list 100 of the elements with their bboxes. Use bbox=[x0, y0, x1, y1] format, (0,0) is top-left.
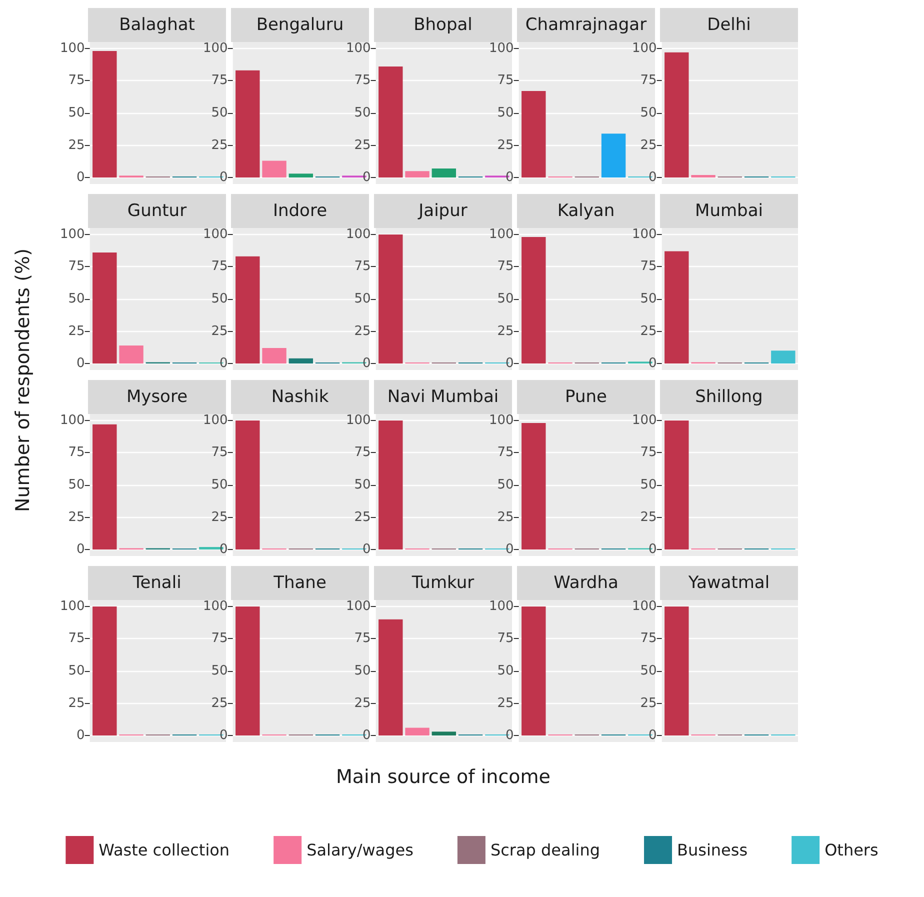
bar bbox=[664, 52, 689, 178]
bar bbox=[601, 134, 626, 178]
y-tick-label: 0 bbox=[362, 728, 371, 744]
legend-label: Scrap dealing bbox=[490, 840, 600, 860]
y-tick-label: 50 bbox=[211, 664, 228, 678]
y-tick-label: 0 bbox=[506, 356, 514, 372]
y-tick-label: 25 bbox=[640, 696, 657, 711]
y-tick-label: 25 bbox=[640, 510, 657, 525]
y-tick-label: 100 bbox=[60, 598, 85, 614]
bar bbox=[432, 168, 456, 178]
y-tick-label: 75 bbox=[211, 73, 228, 88]
y-tick-label: 100 bbox=[202, 412, 228, 428]
y-tick-label: 75 bbox=[497, 259, 514, 274]
bar bbox=[378, 66, 403, 178]
y-tick-label: 100 bbox=[488, 598, 514, 614]
y-tick-label: 100 bbox=[346, 598, 371, 614]
y-tick-label: 75 bbox=[354, 73, 371, 88]
chart-title: Guntur bbox=[88, 194, 226, 228]
y-tick-label: 0 bbox=[220, 170, 228, 186]
y-tick-label: 75 bbox=[354, 631, 371, 646]
y-tick-label: 75 bbox=[211, 259, 228, 274]
y-tick-label: 75 bbox=[68, 73, 85, 88]
chart-title: Tenali bbox=[88, 566, 226, 600]
y-tick-label: 25 bbox=[497, 510, 514, 525]
y-tick-label: 0 bbox=[76, 170, 85, 186]
y-tick-label: 50 bbox=[68, 106, 85, 120]
y-tick-label: 0 bbox=[220, 542, 228, 558]
y-tick-label: 50 bbox=[497, 664, 514, 678]
y-tick-label: 50 bbox=[640, 292, 657, 306]
y-tick-label: 25 bbox=[211, 696, 228, 711]
bar bbox=[405, 171, 430, 178]
y-tick-label: 50 bbox=[68, 292, 85, 306]
bar bbox=[262, 348, 286, 364]
chart-title: Mysore bbox=[88, 380, 226, 414]
y-tick-label: 50 bbox=[354, 664, 371, 678]
y-tick-label: 0 bbox=[362, 170, 371, 186]
y-tick-label: 100 bbox=[202, 598, 228, 614]
y-tick-label: 100 bbox=[346, 226, 371, 242]
y-tick-label: 100 bbox=[488, 226, 514, 242]
y-tick-label: 25 bbox=[354, 696, 371, 711]
y-tick-label: 75 bbox=[211, 445, 228, 460]
y-tick-label: 100 bbox=[632, 40, 657, 56]
y-tick-label: 25 bbox=[68, 138, 85, 153]
y-tick-label: 50 bbox=[640, 664, 657, 678]
y-tick-label: 25 bbox=[68, 324, 85, 339]
y-tick-label: 75 bbox=[640, 631, 657, 646]
chart-title: Bhopal bbox=[374, 8, 512, 42]
y-tick-label: 50 bbox=[640, 106, 657, 120]
chart-title: Navi Mumbai bbox=[374, 380, 512, 414]
y-tick-label: 100 bbox=[346, 412, 371, 428]
y-tick-label: 50 bbox=[354, 106, 371, 120]
y-tick-label: 25 bbox=[211, 324, 228, 339]
y-tick-label: 50 bbox=[211, 478, 228, 492]
chart-title: Bengaluru bbox=[231, 8, 369, 42]
y-tick-label: 100 bbox=[202, 226, 228, 242]
y-tick-label: 0 bbox=[506, 728, 514, 744]
y-tick-label: 75 bbox=[354, 259, 371, 274]
bar bbox=[664, 251, 689, 364]
chart-title: Chamrajnagar bbox=[517, 8, 655, 42]
bar bbox=[92, 51, 117, 178]
y-tick-label: 0 bbox=[506, 170, 514, 186]
chart-title: Shillong bbox=[660, 380, 798, 414]
y-tick-label: 25 bbox=[68, 696, 85, 711]
bar bbox=[522, 423, 546, 550]
chart-title: Jaipur bbox=[374, 194, 512, 228]
legend-label: Salary/wages bbox=[306, 840, 414, 860]
y-tick-label: 75 bbox=[497, 73, 514, 88]
y-tick-label: 75 bbox=[640, 259, 657, 274]
y-tick-label: 75 bbox=[640, 445, 657, 460]
chart-title: Tumkur bbox=[374, 566, 512, 600]
y-tick-label: 25 bbox=[497, 324, 514, 339]
y-tick-label: 75 bbox=[640, 73, 657, 88]
bar bbox=[119, 345, 144, 364]
bar bbox=[432, 732, 456, 736]
chart-title: Nashik bbox=[231, 380, 369, 414]
y-tick-label: 75 bbox=[211, 631, 228, 646]
y-tick-label: 75 bbox=[497, 631, 514, 646]
y-tick-label: 100 bbox=[488, 40, 514, 56]
y-tick-label: 75 bbox=[354, 445, 371, 460]
bar bbox=[691, 174, 716, 178]
y-tick-label: 100 bbox=[632, 412, 657, 428]
bar bbox=[236, 70, 260, 178]
y-tick-label: 75 bbox=[68, 631, 85, 646]
y-tick-label: 0 bbox=[648, 542, 657, 558]
y-tick-label: 25 bbox=[68, 510, 85, 525]
y-tick-label: 75 bbox=[68, 259, 85, 274]
y-tick-label: 100 bbox=[346, 40, 371, 56]
bar bbox=[236, 256, 260, 364]
bar bbox=[288, 174, 314, 178]
y-tick-label: 50 bbox=[497, 292, 514, 306]
y-axis-title: Number of respondents (%) bbox=[12, 248, 34, 512]
y-tick-label: 25 bbox=[497, 696, 514, 711]
y-tick-label: 100 bbox=[632, 226, 657, 242]
y-tick-label: 50 bbox=[68, 478, 85, 492]
y-tick-label: 25 bbox=[354, 510, 371, 525]
bar bbox=[522, 237, 546, 364]
bar bbox=[522, 91, 546, 178]
y-tick-label: 100 bbox=[60, 412, 85, 428]
y-tick-label: 25 bbox=[497, 138, 514, 153]
y-tick-label: 50 bbox=[68, 664, 85, 678]
